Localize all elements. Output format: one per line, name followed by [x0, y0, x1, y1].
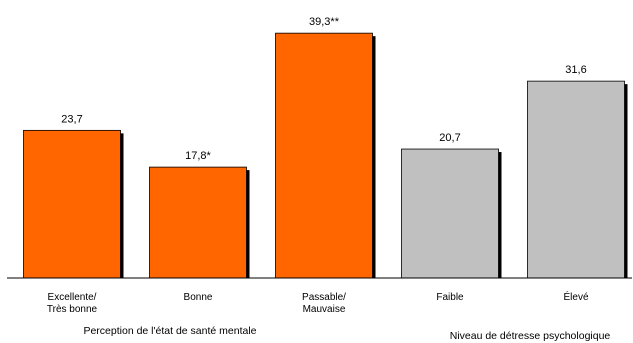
category-label-4-line-0: Élevé — [563, 290, 588, 303]
value-label-3: 20,7 — [439, 132, 460, 144]
category-label-2-line-1: Mauvaise — [303, 304, 346, 315]
bars-layer — [23, 32, 628, 279]
category-labels-layer: Excellente/Très bonne Bonne Passable/Mauva… — [47, 290, 589, 315]
bar-3 — [401, 148, 499, 279]
category-label-2-line-0: Passable/ — [302, 292, 346, 303]
category-label-0-line-0: Excellente/ — [48, 292, 97, 303]
bar-2 — [275, 32, 373, 279]
value-label-2: 39,3** — [309, 16, 340, 28]
bar-4 — [527, 80, 625, 279]
group-label-distress: Niveau de détresse psychologique — [450, 330, 611, 342]
value-label-0: 23,7 — [61, 113, 82, 125]
category-label-1-line-0: Bonne — [184, 292, 213, 303]
category-label-0-line-1: Très bonne — [47, 304, 98, 315]
category-label-3-line-0: Faible — [436, 292, 464, 303]
bar-0 — [23, 129, 121, 279]
value-labels-layer: 23,7 17,8* 39,3** 20,7 31,6 — [61, 16, 586, 162]
group-label-mental-health: Perception de l'état de santé mentale — [83, 325, 256, 337]
value-label-1: 17,8* — [185, 150, 211, 162]
bar-1 — [149, 166, 247, 279]
value-label-4: 31,6 — [565, 64, 586, 76]
